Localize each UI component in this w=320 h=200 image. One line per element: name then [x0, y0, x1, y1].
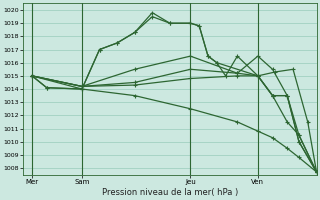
- X-axis label: Pression niveau de la mer( hPa ): Pression niveau de la mer( hPa ): [102, 188, 238, 197]
